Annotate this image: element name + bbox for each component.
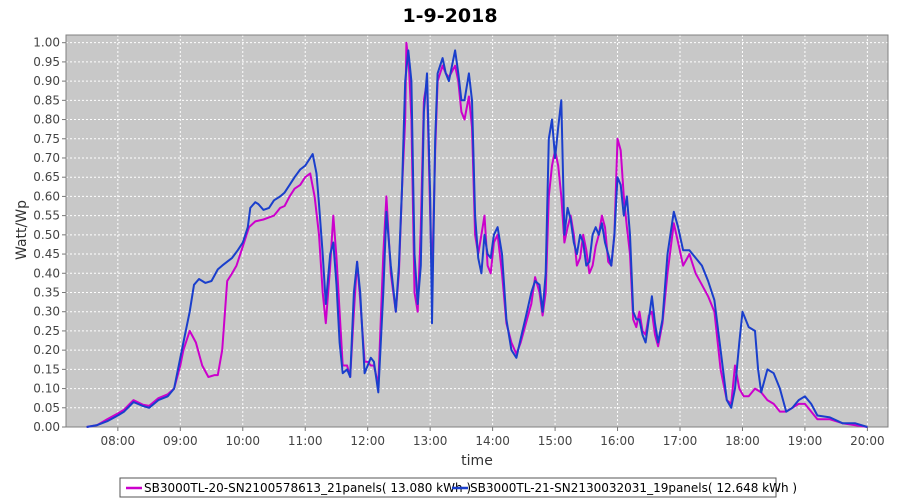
x-tick-label: 18:00 xyxy=(725,434,760,448)
x-tick-label: 12:00 xyxy=(350,434,385,448)
y-tick-label: 0.05 xyxy=(33,401,60,415)
legend-box xyxy=(119,477,777,498)
y-tick-label: 0.35 xyxy=(33,285,60,299)
y-tick-label: 0.00 xyxy=(33,420,60,434)
x-tick-label: 17:00 xyxy=(663,434,698,448)
chart-title: 1-9-2018 xyxy=(402,5,497,27)
x-tick-label: 10:00 xyxy=(225,434,260,448)
y-tick-label: 0.25 xyxy=(33,324,60,338)
x-tick-label: 09:00 xyxy=(163,434,198,448)
y-tick-label: 0.30 xyxy=(33,305,60,319)
x-tick-label: 13:00 xyxy=(413,434,448,448)
y-tick-label: 0.45 xyxy=(33,247,60,261)
plot-border xyxy=(65,34,889,428)
x-axis-label: time xyxy=(461,453,493,469)
y-axis-label: Watt/Wp xyxy=(14,200,30,260)
y-tick-label: 0.70 xyxy=(33,151,60,165)
x-tick-label: 16:00 xyxy=(600,434,635,448)
grid-lines xyxy=(66,35,888,427)
x-tick-label: 08:00 xyxy=(101,434,136,448)
x-tick-label: 14:00 xyxy=(475,434,510,448)
series-lines xyxy=(86,41,868,428)
legend-entry-series-1: SB3000TL-20-SN2100578613_21panels( 13.08… xyxy=(144,481,471,495)
y-tick-label: 0.80 xyxy=(33,113,60,127)
y-tick-label: 0.65 xyxy=(33,170,60,184)
y-tick-label: 0.75 xyxy=(33,132,60,146)
series-line-1 xyxy=(86,41,868,428)
x-tick-label: 19:00 xyxy=(788,434,823,448)
y-tick-label: 0.95 xyxy=(33,55,60,69)
y-tick-label: 0.40 xyxy=(33,266,60,280)
legend-entry-series-2: SB3000TL-21-SN2130032031_19panels( 12.64… xyxy=(470,481,797,495)
x-tick-label: 11:00 xyxy=(288,434,323,448)
legend: SB3000TL-20-SN2100578613_21panels( 13.08… xyxy=(119,477,797,498)
y-tick-label: 0.60 xyxy=(33,189,60,203)
y-tick-label: 0.20 xyxy=(33,343,60,357)
y-tick-label: 0.15 xyxy=(33,362,60,376)
y-tick-label: 0.10 xyxy=(33,382,60,396)
y-tick-label: 0.85 xyxy=(33,93,60,107)
y-tick-label: 0.55 xyxy=(33,209,60,223)
series-line-2 xyxy=(86,49,868,428)
y-tick-label: 0.90 xyxy=(33,74,60,88)
y-tick-label: 0.50 xyxy=(33,228,60,242)
axes: 0.00 0.05 0.10 0.15 0.20 0.25 0.30 0.35 0.40 0.45… xyxy=(33,34,889,448)
x-tick-label: 20:00 xyxy=(850,434,885,448)
x-tick-label: 15:00 xyxy=(538,434,573,448)
y-tick-label: 1.00 xyxy=(33,36,60,50)
